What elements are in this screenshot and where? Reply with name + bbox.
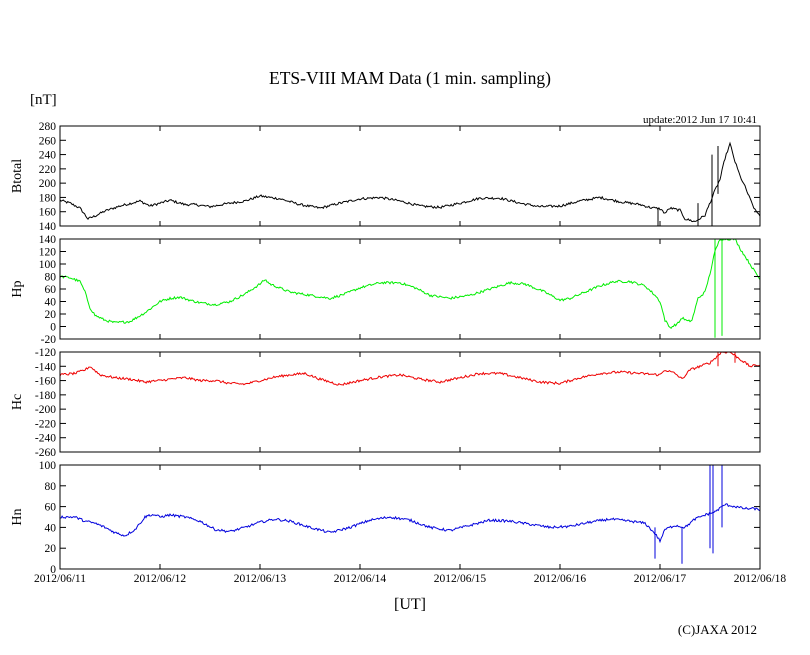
y-tick-label: 120 — [39, 247, 57, 259]
y-tick-label: 0 — [50, 564, 56, 576]
y-tick-label: -200 — [35, 404, 56, 416]
y-tick-label: -140 — [35, 361, 56, 373]
y-tick-label: -240 — [35, 433, 56, 445]
y-tick-label: 100 — [39, 259, 57, 271]
y-tick-label: -220 — [35, 418, 56, 430]
y-tick-label: 160 — [39, 207, 57, 219]
x-tick-label: 2012/06/16 — [534, 573, 587, 585]
y-tick-label: 60 — [45, 502, 57, 514]
update-timestamp: update:2012 Jun 17 10:41 — [643, 114, 757, 126]
x-tick-label: 2012/06/18 — [734, 573, 787, 585]
x-axis-label: [UT] — [394, 596, 426, 613]
y-tick-label: -20 — [41, 334, 57, 346]
panel-frame — [59, 125, 761, 227]
y-tick-label: 80 — [45, 481, 57, 493]
panel-label-hn: Hn — [10, 508, 25, 525]
y-tick-label: 60 — [45, 284, 57, 296]
panel-frame — [59, 464, 761, 570]
panel-hn: 0 20 40 60 80 100 Hn — [10, 460, 761, 576]
x-tick-label: 2012/06/15 — [434, 573, 487, 585]
series-line-hn — [60, 503, 760, 544]
y-tick-label: 220 — [39, 164, 57, 176]
y-tick-label: 40 — [45, 297, 57, 309]
y-tick-label: 260 — [39, 135, 57, 147]
y-tick-label: -120 — [35, 347, 56, 359]
y-tick-label: 140 — [39, 234, 57, 246]
panel-hc: -260 -240 -220 -200 -180 -160 -140 -120 Hc — [10, 347, 761, 459]
series-line-hc — [60, 352, 760, 386]
y-tick-label: 20 — [45, 309, 57, 321]
unit-label: [nT] — [30, 92, 57, 108]
x-tick-label: 2012/06/12 — [134, 573, 187, 585]
panel-frame — [59, 351, 761, 453]
x-tick-label: 2012/06/13 — [234, 573, 287, 585]
panel-label-hc: Hc — [10, 394, 25, 410]
panel-frame — [59, 238, 761, 340]
panels-group: 140160180200220240260280Btotal-200204060… — [10, 121, 761, 576]
y-tick-label: 200 — [39, 178, 57, 190]
y-tick-label: 140 — [39, 221, 57, 233]
x-tick-label: 2012/06/14 — [334, 573, 387, 585]
y-tick-label: -180 — [35, 390, 56, 402]
series-line-hp — [60, 239, 760, 330]
y-tick-label: 180 — [39, 192, 57, 204]
x-tick-label: 2012/06/17 — [634, 573, 687, 585]
y-tick-label: 0 — [50, 322, 56, 334]
panel-label-btotal: Btotal — [10, 159, 25, 193]
x-tick-label: 2012/06/11 — [34, 573, 86, 585]
y-tick-label: 100 — [39, 460, 57, 472]
y-tick-label: -160 — [35, 376, 56, 388]
y-tick-label: 40 — [45, 522, 57, 534]
chart-title: ETS-VIII MAM Data (1 min. sampling) — [269, 68, 551, 88]
y-tick-label: 80 — [45, 272, 57, 284]
copyright-text: (C)JAXA 2012 — [678, 622, 757, 637]
y-tick-label: 20 — [45, 543, 57, 555]
y-tick-label: -260 — [35, 447, 56, 459]
y-tick-label: 240 — [39, 150, 57, 162]
panel-label-hp: Hp — [10, 280, 25, 297]
y-tick-label: 280 — [39, 121, 57, 133]
panel-btotal: 140 160 180 200 220 240 260 280 Btotal — [10, 121, 761, 233]
series-line-btotal — [60, 141, 760, 223]
x-axis: 2012/06/11 2012/06/12 2012/06/13 2012/06/14… — [34, 573, 786, 585]
